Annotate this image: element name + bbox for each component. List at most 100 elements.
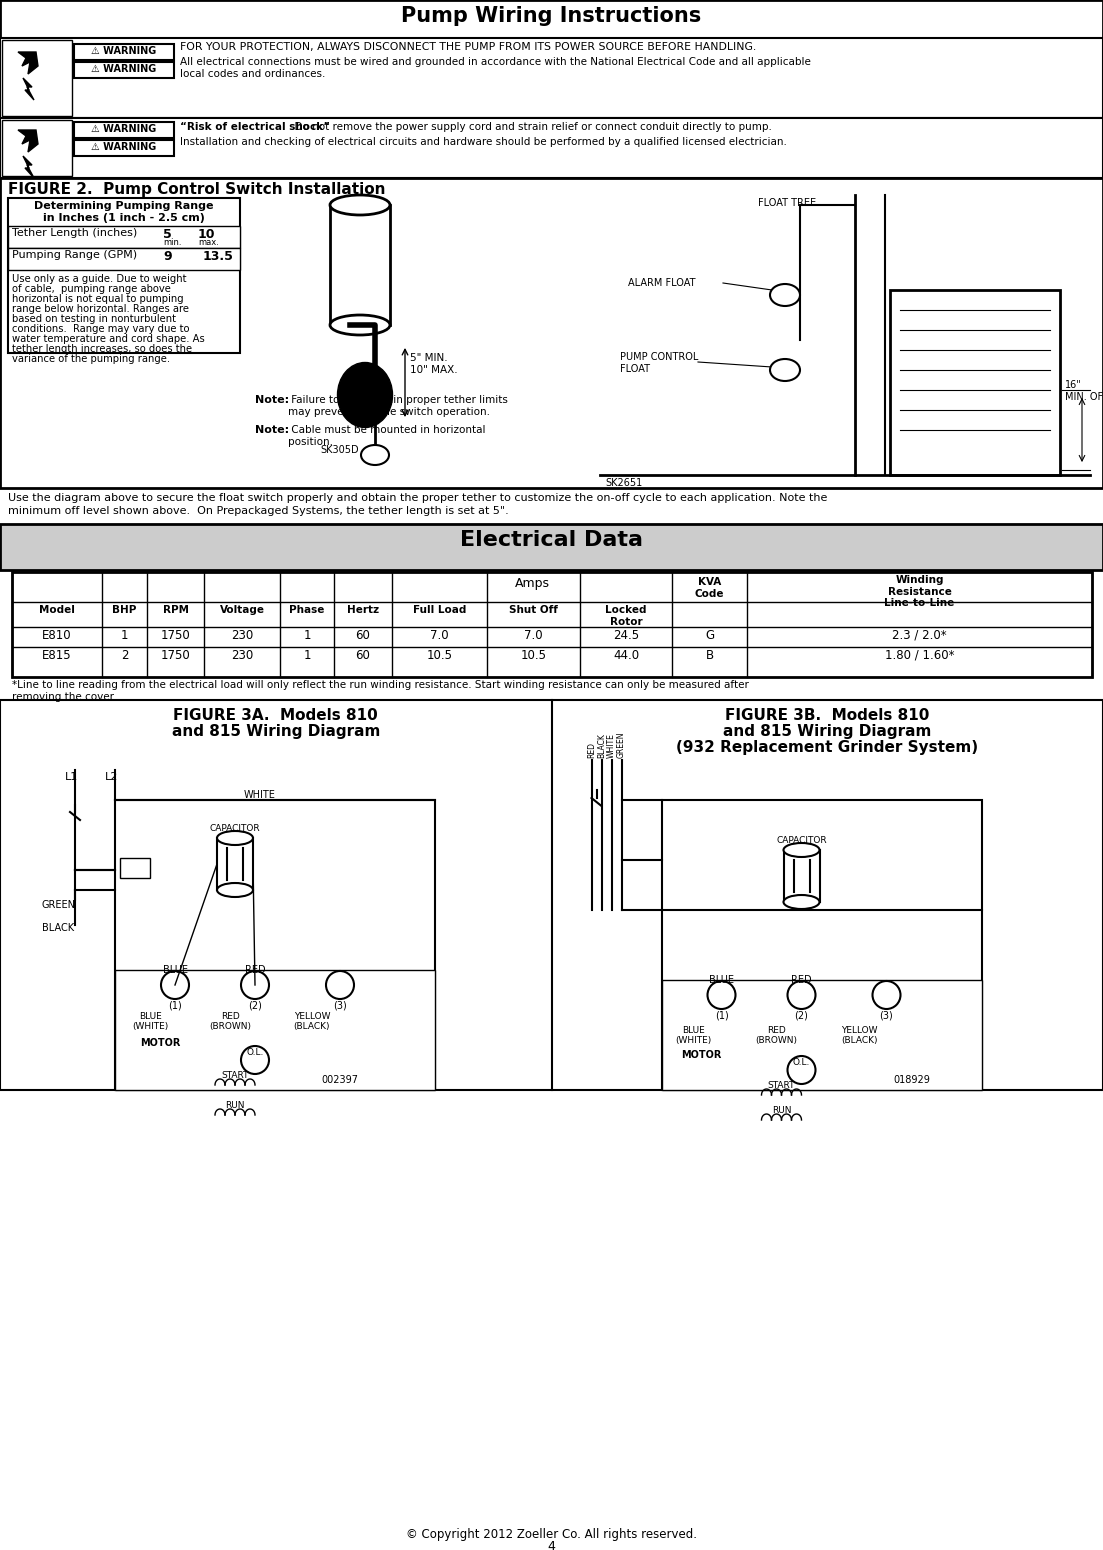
Text: Do not remove the power supply cord and strain relief or connect conduit directl: Do not remove the power supply cord and … — [288, 122, 772, 132]
Text: FIGURE 3A.  Models 810: FIGURE 3A. Models 810 — [173, 708, 378, 722]
Text: 018929: 018929 — [893, 1076, 930, 1085]
Text: 10.5: 10.5 — [521, 649, 546, 662]
Text: of cable,  pumping range above: of cable, pumping range above — [12, 284, 171, 294]
Text: max.: max. — [199, 239, 218, 246]
Bar — [0, 524, 1103, 570]
Circle shape — [788, 1056, 815, 1083]
Text: tether length increases, so does the: tether length increases, so does the — [12, 344, 192, 353]
Text: MOTOR: MOTOR — [682, 1049, 721, 1060]
Text: Electrical Data: Electrical Data — [460, 530, 643, 550]
Text: START: START — [222, 1071, 249, 1080]
Text: ⚠ WARNING: ⚠ WARNING — [92, 46, 157, 56]
Text: FLOAT TREE: FLOAT TREE — [758, 198, 816, 208]
Text: (2): (2) — [794, 1011, 808, 1021]
Bar — [120, 859, 150, 877]
Text: (3): (3) — [333, 1001, 346, 1011]
Bar — [74, 62, 174, 78]
Text: RED
(BROWN): RED (BROWN) — [756, 1026, 797, 1045]
Text: ALARM FLOAT: ALARM FLOAT — [628, 277, 696, 288]
Text: 9: 9 — [163, 250, 172, 264]
Text: Determining Pumping Range: Determining Pumping Range — [34, 202, 214, 211]
Text: BLACK: BLACK — [42, 922, 74, 933]
Text: 60: 60 — [355, 649, 371, 662]
Text: (932 Replacement Grinder System): (932 Replacement Grinder System) — [676, 739, 978, 755]
Text: BLACK: BLACK — [597, 733, 606, 758]
Text: Pumping Range (GPM): Pumping Range (GPM) — [12, 250, 137, 260]
Bar — [2, 119, 72, 177]
Text: RED
(BROWN): RED (BROWN) — [208, 1012, 251, 1031]
Text: 5: 5 — [163, 228, 172, 240]
Text: Phase: Phase — [289, 604, 324, 615]
Text: YELLOW
(BLACK): YELLOW (BLACK) — [293, 1012, 330, 1031]
Text: Amps: Amps — [514, 577, 549, 591]
Text: G: G — [705, 629, 714, 642]
Text: CAPACITOR: CAPACITOR — [210, 825, 260, 832]
Text: 16"
MIN. OFF: 16" MIN. OFF — [1065, 380, 1103, 401]
Bar — [330, 205, 390, 326]
Text: 1750: 1750 — [161, 629, 191, 642]
Bar — [0, 0, 1103, 39]
Text: removing the cover.: removing the cover. — [12, 691, 117, 702]
Ellipse shape — [217, 831, 253, 845]
Bar — [115, 970, 435, 1090]
Circle shape — [240, 1046, 269, 1074]
Ellipse shape — [330, 195, 390, 215]
Text: RPM: RPM — [162, 604, 189, 615]
Text: 60: 60 — [355, 629, 371, 642]
Text: RED: RED — [245, 966, 266, 975]
Text: 1750: 1750 — [161, 649, 191, 662]
Text: 5" MIN.
10" MAX.: 5" MIN. 10" MAX. — [410, 353, 458, 375]
Text: MOTOR: MOTOR — [140, 1038, 181, 1048]
Text: BLUE: BLUE — [162, 966, 188, 975]
Bar — [783, 849, 820, 902]
Text: Use only as a guide. Due to weight: Use only as a guide. Due to weight — [12, 274, 186, 284]
Text: 24.5: 24.5 — [613, 629, 639, 642]
Text: 1: 1 — [120, 629, 128, 642]
Text: (1): (1) — [168, 1001, 182, 1011]
Text: YELLOW
(BLACK): YELLOW (BLACK) — [842, 1026, 878, 1045]
Text: Installation and checking of electrical circuits and hardware should be performe: Installation and checking of electrical … — [180, 136, 786, 147]
Text: BLUE
(WHITE): BLUE (WHITE) — [132, 1012, 168, 1031]
Text: Hertz: Hertz — [347, 604, 379, 615]
Text: 002397: 002397 — [321, 1076, 358, 1085]
Text: ⚠ WARNING: ⚠ WARNING — [92, 143, 157, 152]
Text: 230: 230 — [231, 649, 253, 662]
Text: based on testing in nonturbulent: based on testing in nonturbulent — [12, 315, 176, 324]
Bar — [890, 290, 1060, 474]
Text: FOR YOUR PROTECTION, ALWAYS DISCONNECT THE PUMP FROM ITS POWER SOURCE BEFORE HAN: FOR YOUR PROTECTION, ALWAYS DISCONNECT T… — [180, 42, 757, 53]
Text: in Inches (1 inch - 2.5 cm): in Inches (1 inch - 2.5 cm) — [43, 212, 205, 223]
Text: 2: 2 — [120, 649, 128, 662]
Text: Note:: Note: — [255, 425, 289, 436]
Polygon shape — [23, 78, 34, 101]
Text: 1.80 / 1.60*: 1.80 / 1.60* — [885, 649, 954, 662]
Bar — [2, 40, 72, 116]
Bar — [662, 980, 982, 1090]
Text: 10: 10 — [199, 228, 215, 240]
Ellipse shape — [783, 894, 820, 908]
Text: 44.0: 44.0 — [613, 649, 639, 662]
Text: min.: min. — [163, 239, 182, 246]
Text: range below horizontal. Ranges are: range below horizontal. Ranges are — [12, 304, 189, 315]
Text: Tether Length (inches): Tether Length (inches) — [12, 228, 137, 239]
Ellipse shape — [217, 883, 253, 897]
Text: L1: L1 — [65, 772, 78, 783]
Circle shape — [788, 981, 815, 1009]
Bar — [8, 226, 240, 248]
Text: Note:: Note: — [255, 395, 289, 405]
Bar — [74, 122, 174, 138]
Text: Locked
Rotor: Locked Rotor — [606, 604, 646, 626]
Text: L2: L2 — [105, 772, 119, 783]
Text: 2.3 / 2.0*: 2.3 / 2.0* — [892, 629, 946, 642]
Bar — [8, 248, 240, 270]
Bar — [74, 140, 174, 157]
Polygon shape — [18, 53, 38, 74]
Bar — [0, 118, 1103, 178]
Text: © Copyright 2012 Zoeller Co. All rights reserved.: © Copyright 2012 Zoeller Co. All rights … — [406, 1528, 697, 1541]
Ellipse shape — [330, 315, 390, 335]
Circle shape — [326, 970, 354, 1000]
Bar — [115, 800, 435, 1090]
Text: B: B — [706, 649, 714, 662]
Text: START: START — [768, 1080, 795, 1090]
Text: water temperature and cord shape. As: water temperature and cord shape. As — [12, 333, 205, 344]
Text: SK305D: SK305D — [320, 445, 358, 456]
